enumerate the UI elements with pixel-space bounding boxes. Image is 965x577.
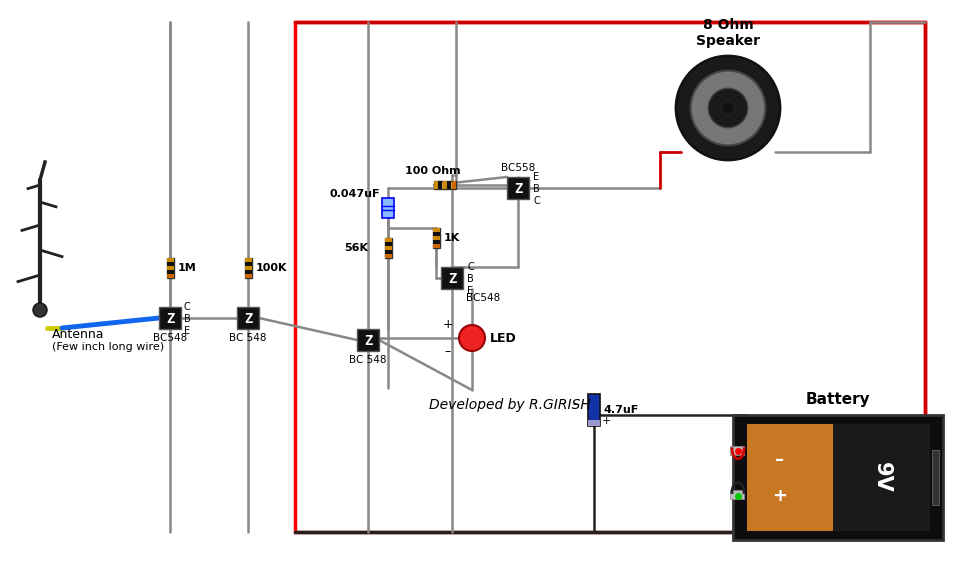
Bar: [244, 274, 252, 278]
Bar: [167, 266, 174, 269]
Text: +: +: [772, 487, 786, 505]
Bar: [443, 181, 447, 189]
Bar: [733, 415, 943, 540]
Bar: [588, 394, 600, 426]
Text: Z: Z: [448, 272, 456, 286]
Text: 100K: 100K: [256, 263, 288, 273]
Bar: [730, 446, 744, 455]
Text: BC548: BC548: [152, 333, 187, 343]
Text: (Few inch long wire): (Few inch long wire): [52, 342, 164, 352]
Bar: [384, 254, 392, 257]
Circle shape: [676, 56, 780, 160]
Text: –: –: [775, 451, 784, 469]
Bar: [432, 228, 439, 231]
Text: Antenna: Antenna: [52, 328, 104, 341]
Text: BC548: BC548: [466, 293, 500, 303]
Circle shape: [33, 303, 47, 317]
Text: Z: Z: [513, 182, 522, 196]
Text: BC558: BC558: [501, 163, 536, 173]
Circle shape: [691, 70, 765, 145]
Bar: [167, 262, 174, 265]
Bar: [447, 181, 452, 189]
Text: 100 Ohm: 100 Ohm: [405, 166, 460, 176]
Text: C: C: [533, 196, 539, 206]
Circle shape: [459, 325, 485, 351]
Bar: [167, 258, 174, 278]
Bar: [432, 228, 439, 248]
Text: Z: Z: [364, 334, 372, 348]
Text: 56K: 56K: [344, 243, 368, 253]
Bar: [833, 424, 930, 531]
Text: C: C: [467, 262, 474, 272]
Bar: [434, 181, 456, 189]
Text: BC 548: BC 548: [230, 333, 266, 343]
Bar: [244, 262, 252, 265]
Circle shape: [708, 88, 748, 128]
Text: E: E: [184, 326, 190, 336]
Text: 8 Ohm
Speaker: 8 Ohm Speaker: [696, 18, 760, 48]
Bar: [432, 236, 439, 239]
Text: B: B: [467, 274, 474, 284]
Bar: [747, 424, 833, 531]
Bar: [432, 240, 439, 243]
Text: +: +: [602, 416, 612, 426]
Bar: [295, 22, 925, 532]
Bar: [507, 177, 529, 199]
Text: E: E: [533, 172, 539, 182]
Bar: [588, 420, 600, 426]
Bar: [432, 232, 439, 235]
Bar: [244, 258, 252, 278]
Bar: [441, 267, 463, 289]
Bar: [167, 258, 174, 261]
Bar: [432, 244, 439, 248]
Text: B: B: [533, 184, 539, 194]
Bar: [167, 274, 174, 278]
Text: Developed by R.GIRISH: Developed by R.GIRISH: [429, 398, 591, 412]
Bar: [384, 238, 392, 242]
Bar: [384, 250, 392, 254]
Text: Z: Z: [166, 312, 175, 326]
Text: Z: Z: [244, 312, 252, 326]
Bar: [730, 490, 744, 499]
Text: 1K: 1K: [444, 233, 460, 243]
Bar: [382, 198, 394, 218]
Bar: [434, 181, 438, 189]
Bar: [244, 266, 252, 269]
Text: Battery: Battery: [806, 392, 870, 407]
Bar: [452, 181, 455, 189]
Text: –: –: [573, 399, 579, 411]
Text: 1M: 1M: [178, 263, 197, 273]
Text: B: B: [184, 314, 191, 324]
Text: 4.7uF: 4.7uF: [604, 405, 639, 415]
Bar: [932, 450, 939, 505]
Text: BC 548: BC 548: [349, 355, 387, 365]
Text: LED: LED: [490, 332, 516, 344]
Bar: [384, 238, 392, 258]
Text: E: E: [467, 286, 473, 296]
Bar: [237, 307, 259, 329]
Text: C: C: [184, 302, 191, 312]
Bar: [244, 270, 252, 273]
Text: 9V: 9V: [872, 462, 892, 493]
Bar: [244, 258, 252, 261]
Bar: [384, 246, 392, 250]
Bar: [438, 181, 442, 189]
Bar: [384, 242, 392, 246]
Text: –: –: [445, 346, 451, 358]
Bar: [357, 329, 379, 351]
Text: +: +: [443, 317, 454, 331]
Bar: [159, 307, 181, 329]
Bar: [167, 270, 174, 273]
Text: 0.047uF: 0.047uF: [330, 189, 380, 199]
Circle shape: [721, 101, 734, 115]
